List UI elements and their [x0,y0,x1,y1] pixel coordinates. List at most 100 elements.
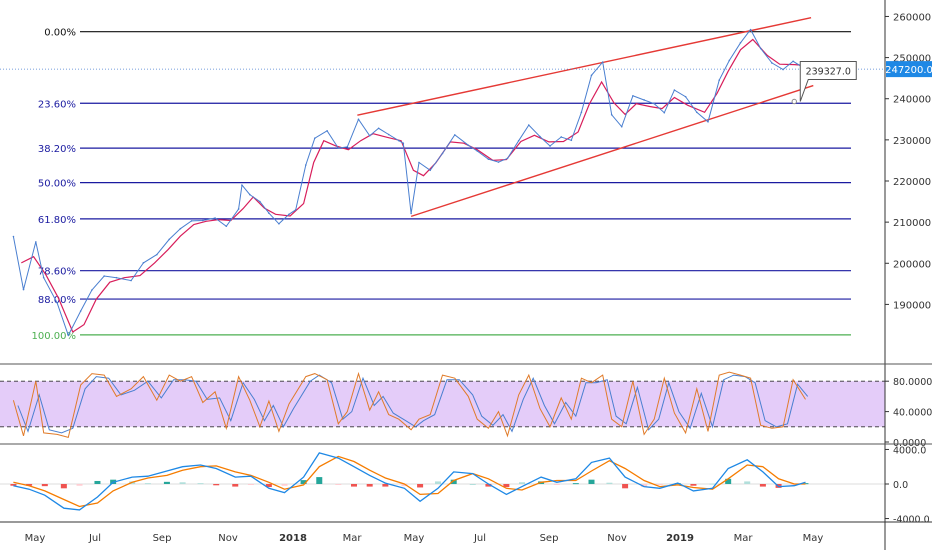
price-point [56,301,58,304]
price-point [549,145,551,147]
price-point [663,111,666,114]
time-tick-label: 2019 [666,533,694,544]
price-pane[interactable]: 0.00% 23.60% 38.20% 50.00% 61.80% 78.60% 88.00… [0,12,932,342]
price-point [560,136,563,138]
time-axis[interactable]: May Jul Sep Nov 2018 Mar May Jul Sep Nov 2019 Mar Ma… [25,533,824,544]
macd-histogram-bar [213,484,220,486]
time-tick-label: Nov [218,533,238,544]
macd-histogram-bar [300,480,307,484]
price-point [402,142,405,144]
fib-level-label: 88.00% [38,295,76,306]
price-point [684,95,687,98]
price-point [377,127,380,130]
channel-lower-line[interactable] [410,84,814,218]
stochastic-tick-label: 80.0000 [893,377,932,388]
macd-histogram-bar [759,484,766,487]
price-line[interactable] [12,28,806,337]
time-tick-label: Sep [540,533,559,544]
price-point [782,68,784,71]
price-point [580,111,583,114]
macd-histogram-bar [247,484,254,485]
price-point [441,152,444,155]
price-point [305,164,307,166]
macd-histogram-bar [450,479,457,484]
macd-histogram-bar [76,484,83,486]
fib-level-label: 61.80% [38,215,76,226]
price-point [771,62,773,64]
price-callout-label: 239327.0 [806,66,851,77]
price-point [590,74,593,77]
price-point [643,99,645,101]
macd-line[interactable] [13,452,806,511]
price-point [294,208,297,211]
price-point [601,61,604,63]
price-point [156,253,158,256]
macd-signal-line[interactable] [13,455,806,508]
price-point [179,227,182,230]
fib-level-label: 100.00% [32,331,77,342]
price-point [12,235,15,238]
price-point [278,222,280,225]
price-point [288,213,290,216]
price-point [190,220,193,222]
price-point [22,288,25,291]
time-tick-label: Sep [153,533,172,544]
price-point [398,139,400,142]
price-point [487,158,490,160]
time-tick-label: Mar [343,533,363,544]
macd-pane[interactable]: 4000.0 0.0 -4000.0 [0,445,930,526]
macd-histogram-bar [316,477,323,484]
stochastic-d-line[interactable] [17,374,809,434]
price-point [739,41,742,44]
macd-tick-label: -4000.0 [893,515,930,526]
price-point [429,169,431,172]
macd-histogram-bar [588,479,595,484]
macd-tick-label: 4000.0 [893,445,926,456]
macd-histogram-bar [503,484,510,488]
macd-histogram-bar [485,484,492,487]
price-tick-label: 190000.0 [893,300,932,311]
time-tick-label: May [25,533,46,544]
price-point [42,276,45,279]
macd-histogram-bar [351,484,357,487]
price-point [387,133,390,136]
macd-histogram-bar [197,483,204,485]
price-point [214,217,216,219]
price-point [249,193,251,196]
price-tick-label: 230000.0 [893,136,932,147]
price-point [467,144,470,147]
price-callout-box[interactable] [799,60,857,102]
price-tick-label: 240000.0 [893,95,932,106]
macd-histogram-bar [10,484,17,486]
macd-tick-label: 0.0 [893,480,908,491]
price-point [749,28,752,31]
macd-histogram-bar [366,484,373,487]
stochastic-k-line[interactable] [12,371,806,439]
moving-average-line[interactable] [21,38,806,333]
macd-histogram-bar [656,484,663,485]
channel-upper-line[interactable] [357,17,812,116]
callout-anchor[interactable] [791,98,797,105]
time-tick-label: Mar [734,533,754,544]
macd-histogram-bar [606,482,613,484]
price-point [527,124,530,126]
macd-histogram-bar [232,484,239,487]
macd-histogram-bar [335,484,342,485]
stochastic-band-fill [0,381,885,427]
price-point [201,219,204,222]
price-tick-label: 250000.0 [893,54,932,65]
fib-level-label: 23.60% [38,99,76,110]
price-point [570,139,573,142]
macd-histogram-bar [265,484,272,488]
price-point [357,118,360,121]
price-point [517,139,520,142]
price-point [103,275,105,277]
price-tick-label: 200000.0 [893,259,932,270]
time-tick-label: May [404,533,425,544]
price-point [620,125,623,128]
fib-level-label: 0.00% [44,28,76,39]
macd-histogram-bar [60,484,67,489]
macd-histogram-bar [622,484,629,489]
